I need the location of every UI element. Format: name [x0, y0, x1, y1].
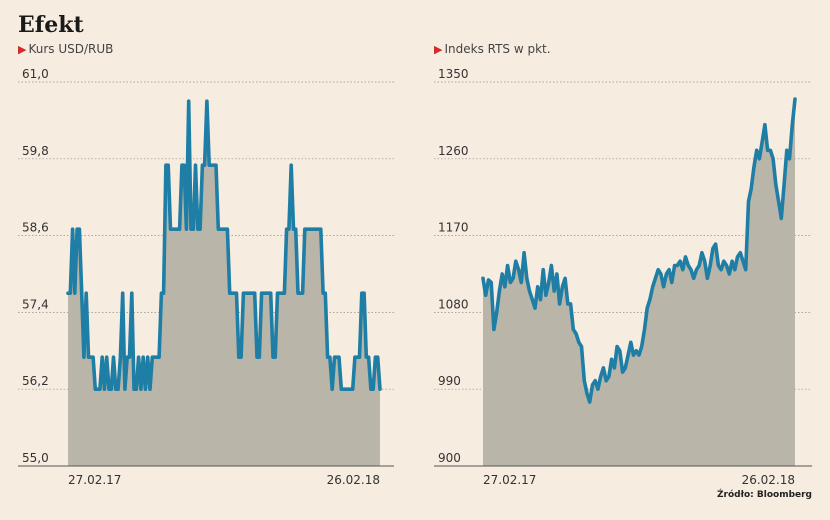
page-title: Efekt: [18, 12, 84, 38]
rts-series-line: [481, 97, 797, 404]
right-chart-subtitle: ▶ Indeks RTS w pkt.: [434, 42, 551, 56]
rts-y-tick-label: 1170: [438, 221, 469, 235]
rts-x-tick-label: 26.02.18: [742, 473, 795, 487]
source-note: Źródło: Bloomberg: [717, 490, 812, 500]
left-chart-subtitle: ▶ Kurs USD/RUB: [18, 42, 113, 56]
usd-rub-x-tick-label: 27.02.17: [68, 473, 121, 487]
red-triangle-icon: ▶: [434, 43, 443, 56]
rts-y-tick-label: 1350: [438, 67, 469, 81]
usd-rub-series-line: [66, 99, 382, 391]
usd-rub-y-tick-label: 57,4: [22, 297, 49, 311]
rts-x-tick-label: 27.02.17: [483, 473, 536, 487]
usd-rub-y-tick-label: 61,0: [22, 67, 49, 81]
rts-y-tick-label: 1080: [438, 297, 469, 311]
rts-y-tick-label: 900: [438, 451, 461, 465]
usd-rub-area: [68, 101, 380, 466]
usd-rub-y-tick-label: 58,6: [22, 221, 49, 235]
usd-rub-y-tick-label: 55,0: [22, 451, 49, 465]
usd-rub-x-tick-label: 26.02.18: [327, 473, 380, 487]
left-chart-subtitle-text: Kurs USD/RUB: [28, 42, 114, 56]
right-chart-subtitle-text: Indeks RTS w pkt.: [444, 42, 551, 56]
rts-area: [483, 99, 795, 466]
usd-rub-y-tick-label: 56,2: [22, 374, 49, 388]
rts-y-tick-label: 990: [438, 374, 461, 388]
usd-rub-y-tick-label: 59,8: [22, 144, 49, 158]
rts-y-tick-label: 1260: [438, 144, 469, 158]
red-triangle-icon: ▶: [18, 43, 27, 56]
